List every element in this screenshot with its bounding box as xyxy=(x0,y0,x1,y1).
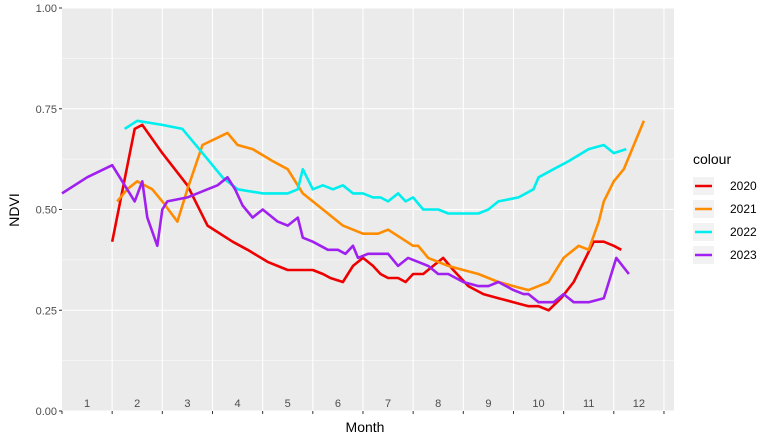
month-label: 7 xyxy=(385,398,391,410)
legend: colour 2020 2021 2022 2023 xyxy=(693,151,757,264)
month-label: 6 xyxy=(335,398,341,410)
month-label: 12 xyxy=(633,398,645,410)
month-label: 11 xyxy=(583,398,594,410)
month-label: 2 xyxy=(134,398,140,410)
x-axis xyxy=(61,411,665,414)
month-label: 5 xyxy=(285,398,291,410)
series-line-2022 xyxy=(123,119,627,215)
month-label: 4 xyxy=(235,398,241,410)
month-label: 8 xyxy=(435,398,441,410)
y-tick-label: 0.25 xyxy=(36,305,57,317)
month-labels: 1 2 3 4 5 6 7 8 9 10 11 12 xyxy=(84,398,645,410)
x-axis-title: Month xyxy=(346,419,385,435)
month-label: 3 xyxy=(184,398,190,410)
y-tick-label: 0.75 xyxy=(36,104,57,116)
month-label: 9 xyxy=(485,398,491,410)
y-axis-title: NDVI xyxy=(6,193,22,226)
legend-label-2020: 2020 xyxy=(730,179,757,193)
legend-label-2021: 2021 xyxy=(730,202,757,216)
y-axis: 0.00 0.25 0.50 0.75 1.00 xyxy=(36,3,62,418)
month-label: 10 xyxy=(532,398,544,410)
legend-label-2023: 2023 xyxy=(730,248,757,262)
y-tick-label: 1.00 xyxy=(36,3,57,15)
legend-title: colour xyxy=(693,151,731,167)
y-tick-label: 0.00 xyxy=(36,406,57,418)
series-line-2020 xyxy=(110,123,622,312)
legend-label-2022: 2022 xyxy=(730,225,757,239)
series-line-2021 xyxy=(116,120,646,292)
month-label: 1 xyxy=(84,398,90,410)
series-line-2023 xyxy=(61,163,630,304)
y-tick-label: 0.50 xyxy=(36,205,57,217)
series-lines xyxy=(61,119,646,312)
